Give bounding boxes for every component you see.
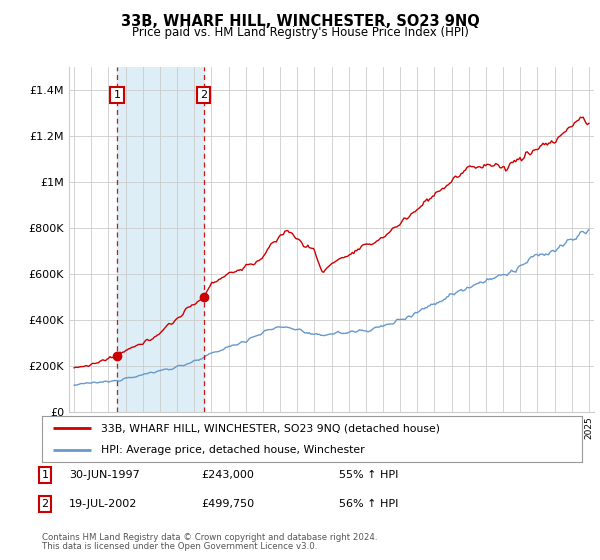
Text: 33B, WHARF HILL, WINCHESTER, SO23 9NQ (detached house): 33B, WHARF HILL, WINCHESTER, SO23 9NQ (d… <box>101 423 440 433</box>
Text: Contains HM Land Registry data © Crown copyright and database right 2024.: Contains HM Land Registry data © Crown c… <box>42 533 377 542</box>
Text: 56% ↑ HPI: 56% ↑ HPI <box>339 499 398 509</box>
Bar <box>117 67 203 412</box>
Text: HPI: Average price, detached house, Winchester: HPI: Average price, detached house, Winc… <box>101 445 365 455</box>
Text: £243,000: £243,000 <box>201 470 254 480</box>
Text: 1: 1 <box>113 90 121 100</box>
Text: Price paid vs. HM Land Registry's House Price Index (HPI): Price paid vs. HM Land Registry's House … <box>131 26 469 39</box>
Text: 30-JUN-1997: 30-JUN-1997 <box>69 470 140 480</box>
Text: 19-JUL-2002: 19-JUL-2002 <box>69 499 137 509</box>
Text: 33B, WHARF HILL, WINCHESTER, SO23 9NQ: 33B, WHARF HILL, WINCHESTER, SO23 9NQ <box>121 14 479 29</box>
Text: 1: 1 <box>41 470 49 480</box>
Text: This data is licensed under the Open Government Licence v3.0.: This data is licensed under the Open Gov… <box>42 542 317 551</box>
Text: 2: 2 <box>200 90 207 100</box>
Text: 55% ↑ HPI: 55% ↑ HPI <box>339 470 398 480</box>
Text: £499,750: £499,750 <box>201 499 254 509</box>
Text: 2: 2 <box>41 499 49 509</box>
